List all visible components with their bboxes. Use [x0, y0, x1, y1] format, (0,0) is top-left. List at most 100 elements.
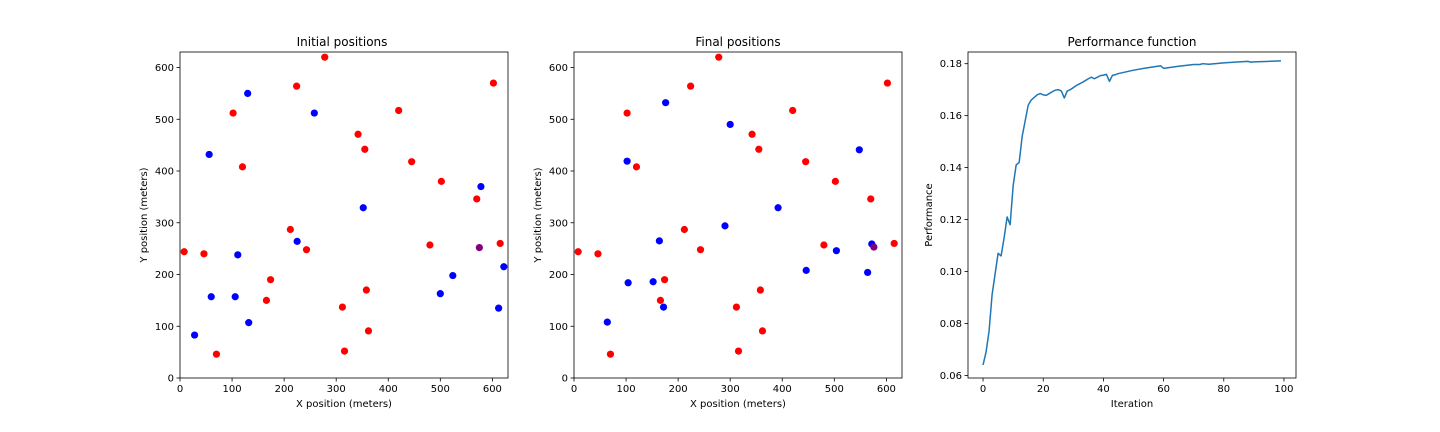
- data-point: [395, 106, 403, 115]
- y-tick-label: 0.16: [940, 111, 962, 122]
- data-point: [338, 303, 347, 311]
- data-point: [286, 225, 294, 234]
- data-point: [293, 237, 301, 245]
- y-tick-label: 0.12: [940, 215, 962, 226]
- x-tick-label: 200: [669, 384, 688, 395]
- data-point: [207, 293, 215, 301]
- data-point: [229, 109, 237, 117]
- x-tick-label: 0: [177, 384, 183, 395]
- data-point: [623, 109, 631, 117]
- x-tick-label: 400: [773, 384, 792, 395]
- chart-title: Performance function: [1068, 35, 1197, 49]
- data-point: [212, 350, 221, 358]
- y-tick-label: 500: [155, 115, 174, 126]
- data-point: [362, 286, 370, 294]
- axes-frame: [967, 51, 1297, 379]
- y-axis-label: Performance: [924, 183, 935, 246]
- data-point: [855, 146, 863, 154]
- x-tick-label: 0: [980, 384, 986, 395]
- data-point: [262, 296, 271, 304]
- panel-initial-positions: Initial positions X position (meters) Y …: [139, 35, 509, 410]
- data-point: [662, 99, 670, 107]
- data-point: [495, 304, 503, 312]
- y-tick-label: 300: [549, 218, 568, 229]
- x-tick-label: 60: [1157, 384, 1170, 395]
- data-point: [340, 347, 349, 355]
- data-point: [820, 241, 828, 249]
- y-tick-label: 0: [562, 374, 568, 385]
- axes-frame: [573, 51, 903, 379]
- data-point: [475, 244, 483, 252]
- data-point: [302, 246, 311, 254]
- x-tick-label: 200: [275, 384, 294, 395]
- x-tick-label: 500: [825, 384, 844, 395]
- y-axis-label: Y position (meters): [139, 167, 150, 263]
- x-tick-label: 500: [431, 384, 450, 395]
- data-point: [606, 350, 615, 358]
- data-point: [649, 278, 657, 286]
- data-point: [200, 250, 208, 258]
- x-tick-label: 300: [327, 384, 346, 395]
- x-tick-label: 600: [483, 384, 502, 395]
- data-point: [361, 145, 369, 153]
- data-point: [477, 182, 485, 191]
- y-tick-label: 400: [549, 167, 568, 178]
- data-point: [449, 271, 457, 280]
- data-point: [687, 82, 695, 90]
- data-point: [408, 158, 416, 166]
- x-tick-label: 40: [1097, 384, 1110, 395]
- y-tick-label: 0.08: [940, 319, 962, 330]
- data-point: [266, 276, 275, 284]
- data-point: [245, 319, 253, 327]
- data-point: [293, 82, 301, 90]
- data-point: [758, 327, 767, 335]
- data-point: [234, 251, 242, 259]
- series-line: [982, 60, 1281, 366]
- data-point: [624, 279, 632, 287]
- data-point: [890, 239, 898, 248]
- data-point: [734, 347, 743, 355]
- x-tick-label: 100: [617, 384, 636, 395]
- data-point: [489, 79, 498, 87]
- data-point: [437, 177, 445, 185]
- data-point: [789, 106, 797, 115]
- x-tick-label: 100: [1274, 384, 1293, 395]
- y-tick-label: 100: [549, 322, 568, 333]
- panel-performance-function: Performance function Iteration Performan…: [924, 35, 1297, 410]
- data-point: [496, 239, 504, 248]
- data-point: [623, 157, 631, 165]
- data-point: [632, 163, 641, 171]
- data-point: [660, 276, 669, 284]
- data-point: [603, 318, 611, 326]
- data-point: [190, 331, 199, 339]
- data-point: [867, 195, 875, 203]
- data-point: [364, 327, 373, 335]
- data-point: [180, 248, 188, 256]
- chart-title: Final positions: [695, 35, 780, 49]
- x-tick-label: 0: [571, 384, 577, 395]
- data-point: [715, 53, 723, 61]
- data-point: [500, 263, 508, 271]
- data-point: [354, 130, 362, 138]
- data-point: [659, 303, 668, 311]
- y-tick-label: 0.14: [940, 163, 962, 174]
- data-point: [732, 303, 741, 311]
- data-point: [359, 204, 367, 212]
- y-tick-label: 200: [549, 270, 568, 281]
- data-point: [473, 195, 481, 203]
- x-tick-label: 80: [1217, 384, 1230, 395]
- x-tick-label: 300: [721, 384, 740, 395]
- data-point: [655, 237, 663, 245]
- y-tick-label: 0.06: [940, 371, 962, 382]
- axes-frame: [179, 51, 509, 379]
- y-tick-label: 0.10: [940, 267, 962, 278]
- y-tick-label: 0: [168, 374, 174, 385]
- data-point: [774, 204, 782, 212]
- x-tick-label: 100: [223, 384, 242, 395]
- data-point: [802, 158, 810, 166]
- data-point: [238, 163, 247, 171]
- data-point: [870, 243, 878, 251]
- y-tick-label: 300: [155, 218, 174, 229]
